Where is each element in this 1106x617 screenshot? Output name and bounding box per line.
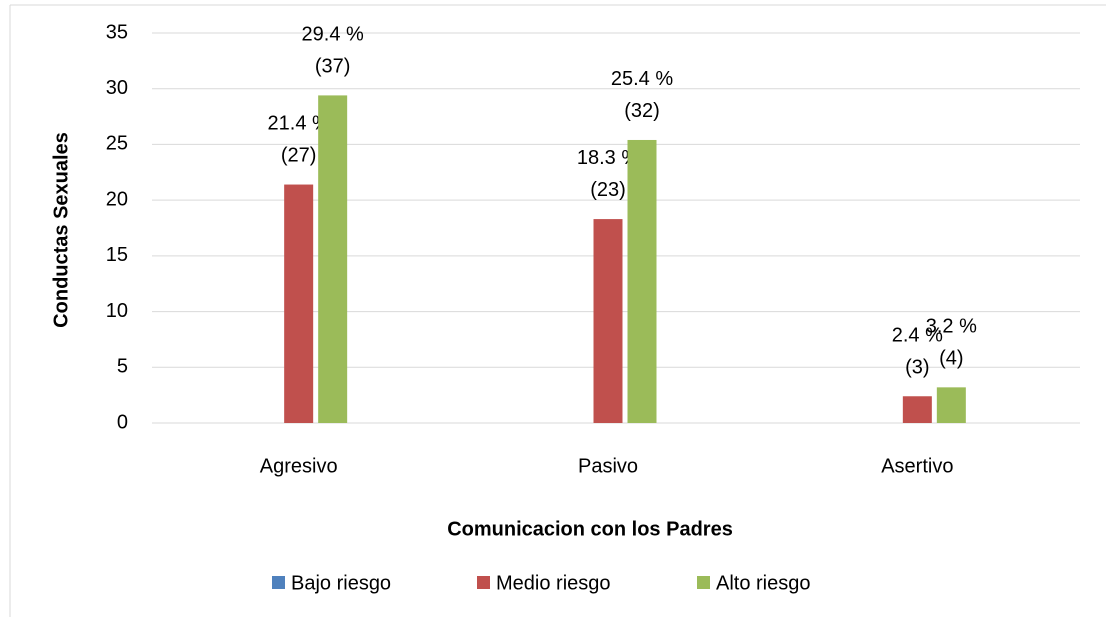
legend-label: Bajo riesgo: [291, 572, 391, 594]
bar: [902, 396, 932, 423]
bar: [593, 219, 623, 423]
legend-swatch: [697, 576, 710, 589]
x-tick-label: Agresivo: [260, 455, 338, 477]
y-tick-label: 20: [106, 188, 128, 210]
data-label: 25.4 % (32): [611, 68, 673, 122]
y-tick-label: 25: [106, 133, 128, 155]
data-label: 18.3 % (23): [577, 147, 639, 201]
y-tick-label: 30: [106, 77, 128, 99]
bar: [936, 387, 966, 423]
legend-swatch: [272, 576, 285, 589]
y-tick-label: 10: [106, 300, 128, 322]
y-tick-label: 5: [117, 356, 128, 378]
y-tick-label: 0: [117, 411, 128, 433]
y-axis-label: Conductas Sexuales: [50, 132, 72, 328]
legend-swatch: [477, 576, 490, 589]
bar: [318, 95, 348, 424]
data-label: 3.2 % (4): [926, 316, 977, 370]
x-axis-label: Comunicacion con los Padres: [447, 518, 733, 540]
data-label: 2.4 % (3): [892, 325, 943, 379]
y-tick-label: 15: [106, 244, 128, 266]
legend-label: Medio riesgo: [496, 572, 611, 594]
bar: [627, 139, 657, 423]
y-tick-label: 35: [106, 21, 128, 43]
x-tick-label: Asertivo: [881, 455, 953, 477]
legend-label: Alto riesgo: [716, 572, 811, 594]
bar: [284, 184, 314, 423]
data-label: 29.4 % (37): [302, 24, 364, 78]
x-tick-label: Pasivo: [578, 455, 638, 477]
data-label: 21.4 % (27): [268, 113, 330, 167]
